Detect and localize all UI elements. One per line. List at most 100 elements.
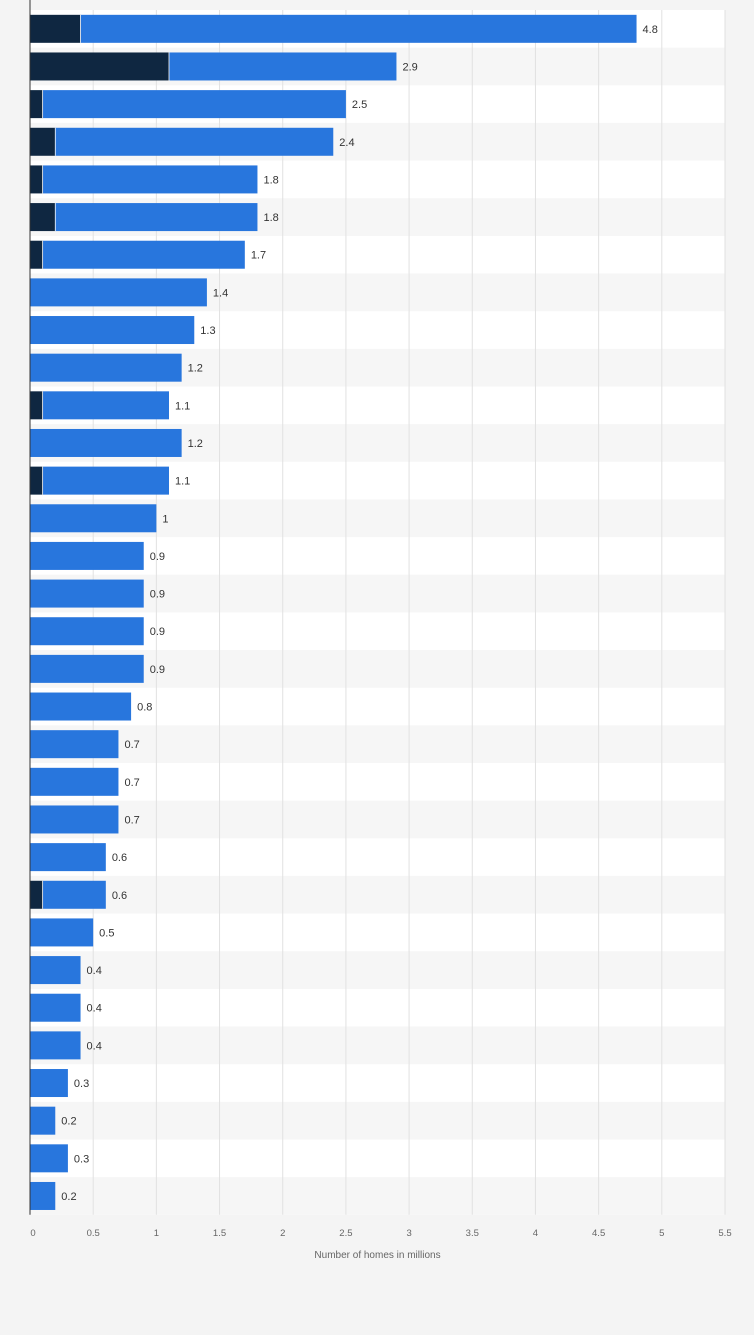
x-tick-label: 5.5 [718,1228,731,1239]
bar-segment-series-1[interactable] [55,203,258,232]
value-label: 0.9 [150,626,165,638]
x-tick-label: 2.5 [339,1228,352,1239]
bar-segment-series-1[interactable] [30,767,119,796]
bar-segment-series-0[interactable] [30,90,43,119]
value-label: 0.7 [124,777,139,789]
row-band [30,725,725,763]
x-tick-label: 3 [406,1228,411,1239]
bar-segment-series-1[interactable] [30,918,94,947]
value-label: 0.7 [124,739,139,751]
bar-segment-series-1[interactable] [30,617,144,646]
value-label: 2.5 [352,99,367,111]
value-label: 1.7 [251,250,266,262]
bar-segment-series-1[interactable] [30,956,81,985]
bar-segment-series-1[interactable] [55,127,334,156]
value-label: 0.7 [124,814,139,826]
bar-segment-series-1[interactable] [30,541,144,570]
row-band [30,875,725,914]
bar-segment-series-0[interactable] [30,880,43,909]
value-label: 1.1 [175,400,190,412]
row-band [30,1101,725,1140]
x-tick-label: 4.5 [592,1228,605,1239]
row-band [30,951,725,989]
value-label: 0.4 [87,1003,102,1015]
bar-segment-series-1[interactable] [30,730,119,759]
bar-segment-series-1[interactable] [30,692,132,721]
x-tick-label: 0 [30,1228,35,1239]
bar-segment-series-0[interactable] [30,203,56,232]
x-axis-ticks: 0 0.5 1 1.5 2 2.5 3 3.5 4 4.5 5 5.5 [30,1228,731,1239]
bar-segment-series-1[interactable] [30,654,144,683]
value-label: 1.3 [200,325,215,337]
bar-segment-series-1[interactable] [30,843,106,872]
value-label: 0.4 [87,1040,102,1052]
value-label: 0.4 [87,965,102,977]
value-label: 4.8 [643,24,658,36]
row-band [30,800,725,839]
value-label: 0.3 [74,1078,89,1090]
x-tick-label: 4 [533,1228,538,1239]
bar-segment-series-1[interactable] [30,1181,56,1210]
value-label: 0.3 [74,1153,89,1165]
value-label: 0.2 [61,1116,76,1128]
bar-segment-series-0[interactable] [30,391,43,420]
bar-segment-series-1[interactable] [42,90,346,119]
row-band [30,574,725,613]
bar-segment-series-0[interactable] [30,165,43,194]
bar-segment-series-1[interactable] [30,1106,56,1135]
value-label: 2.9 [402,61,417,73]
value-label: 0.6 [112,852,127,864]
value-label: 2.4 [339,137,354,149]
bar-segment-series-1[interactable] [30,993,81,1022]
bar-segment-series-1[interactable] [30,1144,68,1173]
x-tick-label: 2 [280,1228,285,1239]
value-label: 0.5 [99,927,114,939]
x-axis-title: Number of homes in millions [314,1250,440,1261]
value-label: 1.8 [263,174,278,186]
x-tick-label: 5 [659,1228,664,1239]
bar-segment-series-1[interactable] [30,1069,68,1098]
bar-segment-series-1[interactable] [42,880,106,909]
bar-segment-series-1[interactable] [80,14,637,43]
x-tick-label: 1.5 [213,1228,226,1239]
bar-segment-series-1[interactable] [30,579,144,608]
x-tick-label: 0.5 [87,1228,100,1239]
value-label: 1.2 [188,363,203,375]
value-label: 0.6 [112,890,127,902]
bar-segment-series-0[interactable] [30,240,43,269]
bar-segment-series-1[interactable] [30,1031,81,1060]
value-label: 1.8 [263,212,278,224]
bar-segment-series-1[interactable] [30,428,182,457]
row-band [30,650,725,688]
value-label: 1.4 [213,287,228,299]
x-tick-label: 3.5 [466,1228,479,1239]
value-label: 0.2 [61,1191,76,1203]
bar-segment-series-1[interactable] [30,316,195,345]
bar-segment-series-1[interactable] [30,278,207,307]
value-label: 0.9 [150,589,165,601]
value-label: 1.1 [175,476,190,488]
row-band [30,1026,725,1065]
value-label: 0.9 [150,551,165,563]
bar-segment-series-1[interactable] [42,391,169,420]
bar-segment-series-1[interactable] [42,240,245,269]
bar-segment-series-1[interactable] [42,466,169,495]
bar-segment-series-1[interactable] [42,165,258,194]
bar-segment-series-1[interactable] [30,504,157,533]
bar-segment-series-0[interactable] [30,14,81,43]
bar-segment-series-0[interactable] [30,52,169,81]
value-label: 1 [162,513,168,525]
x-tick-label: 1 [154,1228,159,1239]
bar-segment-series-0[interactable] [30,466,43,495]
bar-segment-series-0[interactable] [30,127,56,156]
bars [30,14,637,1210]
row-band [30,1177,725,1215]
bar-segment-series-1[interactable] [30,353,182,382]
value-label: 1.2 [188,438,203,450]
value-label: 0.8 [137,702,152,714]
bar-segment-series-1[interactable] [30,805,119,834]
bar-segment-series-1[interactable] [169,52,397,81]
value-labels: 4.8 2.9 2.5 2.4 1.8 1.8 1.7 1.4 1.3 1.2 1.1 1.2 1.1 1… [61,24,658,1203]
